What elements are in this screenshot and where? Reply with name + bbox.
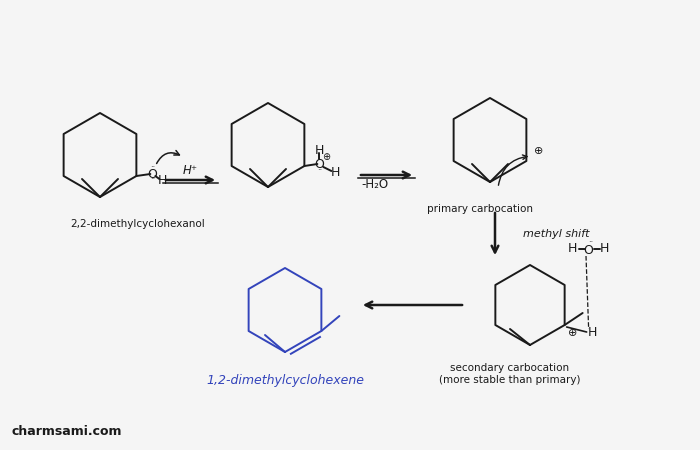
Text: H: H bbox=[158, 174, 167, 186]
Text: ⊕: ⊕ bbox=[533, 146, 543, 156]
Text: ··: ·· bbox=[589, 238, 594, 248]
Text: H: H bbox=[599, 242, 609, 255]
Text: O: O bbox=[148, 167, 158, 180]
Text: H: H bbox=[330, 166, 340, 179]
Text: H: H bbox=[315, 144, 324, 157]
Text: H: H bbox=[588, 327, 597, 339]
Text: ⊕: ⊕ bbox=[322, 152, 330, 162]
FancyArrowPatch shape bbox=[498, 155, 527, 185]
Text: (more stable than primary): (more stable than primary) bbox=[440, 375, 581, 385]
Text: 2,2-dimethylcyclohexanol: 2,2-dimethylcyclohexanol bbox=[70, 219, 204, 229]
Text: H: H bbox=[567, 242, 577, 255]
Text: ⊕: ⊕ bbox=[568, 328, 578, 338]
Text: 1,2-dimethylcyclohexene: 1,2-dimethylcyclohexene bbox=[206, 374, 364, 387]
Text: primary carbocation: primary carbocation bbox=[427, 204, 533, 214]
Text: methyl shift: methyl shift bbox=[523, 229, 589, 239]
Text: ··: ·· bbox=[150, 176, 155, 184]
FancyArrowPatch shape bbox=[157, 150, 179, 163]
Text: charmsami.com: charmsami.com bbox=[12, 425, 122, 438]
Text: O: O bbox=[314, 158, 324, 171]
Text: O: O bbox=[583, 243, 593, 256]
Text: ··: ·· bbox=[316, 166, 322, 176]
Text: H⁺: H⁺ bbox=[183, 163, 197, 176]
Text: secondary carbocation: secondary carbocation bbox=[450, 363, 570, 373]
Text: ··: ·· bbox=[150, 163, 155, 172]
Text: -H₂O: -H₂O bbox=[361, 179, 388, 192]
